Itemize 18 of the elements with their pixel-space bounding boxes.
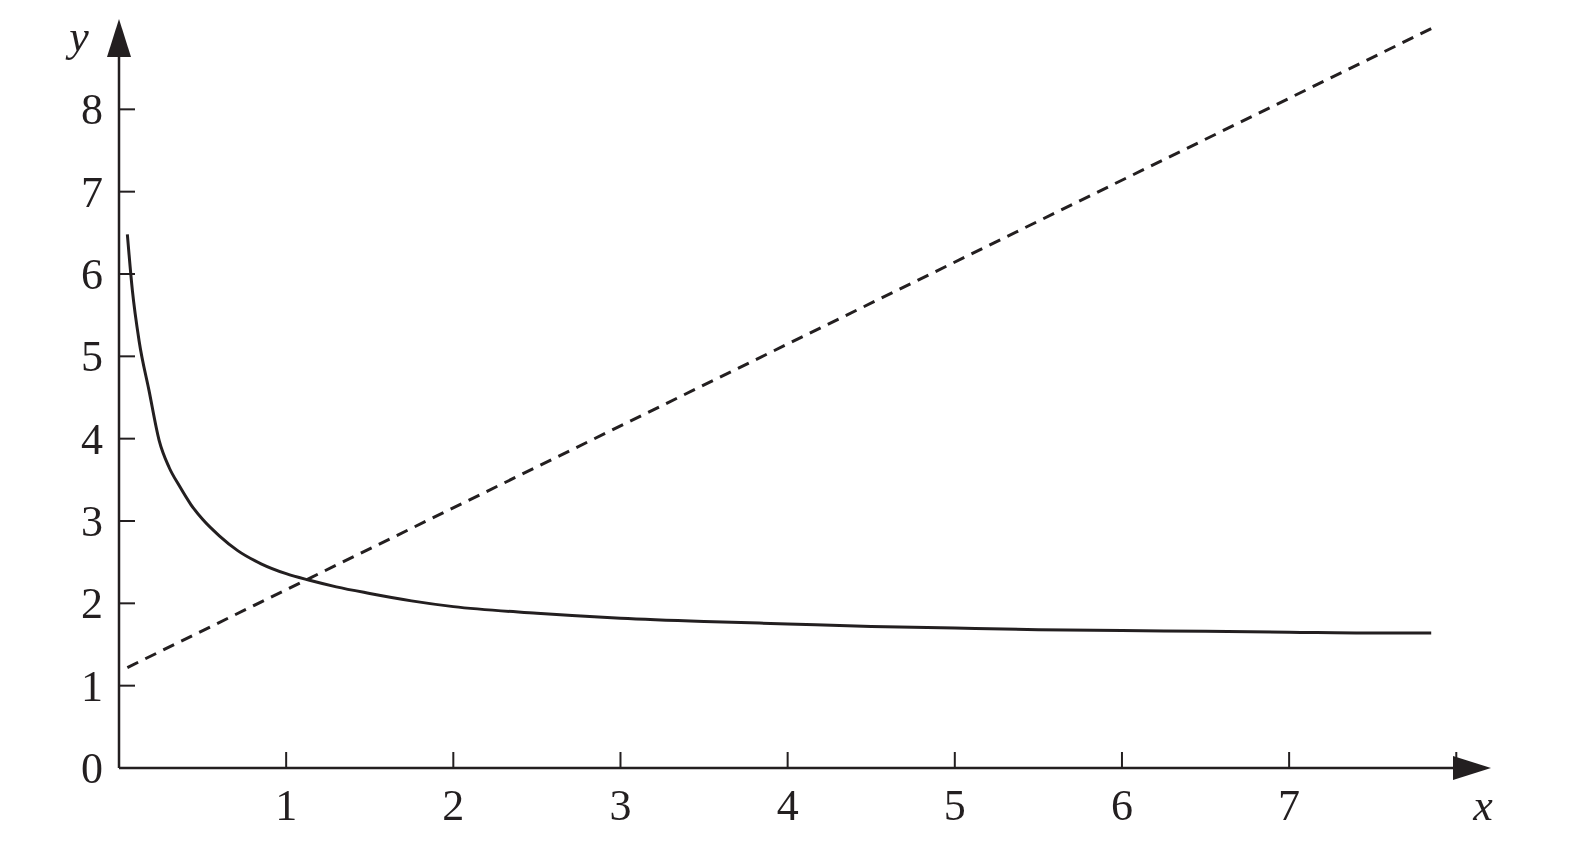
x-tick-label: 3 (609, 781, 632, 830)
x-tick-label: 4 (776, 781, 799, 830)
x-tick-label: 5 (943, 781, 966, 830)
y-tick-label: 4 (81, 414, 103, 464)
x-tick-label: 2 (442, 781, 465, 830)
y-tick-label: 2 (81, 579, 103, 629)
x-tick-label: 7 (1278, 781, 1301, 830)
y-axis-title: y (65, 12, 90, 61)
y-tick-label: 3 (81, 497, 103, 546)
x-axis-title: x (1472, 781, 1494, 830)
y-tick-label: 5 (81, 332, 103, 382)
y-tick-label: 0 (81, 744, 103, 793)
x-tick-label: 6 (1110, 781, 1133, 830)
y-tick-label: 7 (81, 167, 103, 217)
y-tick-label: 6 (81, 250, 103, 299)
y-tick-label: 8 (81, 85, 103, 135)
y-tick-label: 1 (81, 661, 103, 711)
x-tick-label: 1 (275, 781, 298, 830)
